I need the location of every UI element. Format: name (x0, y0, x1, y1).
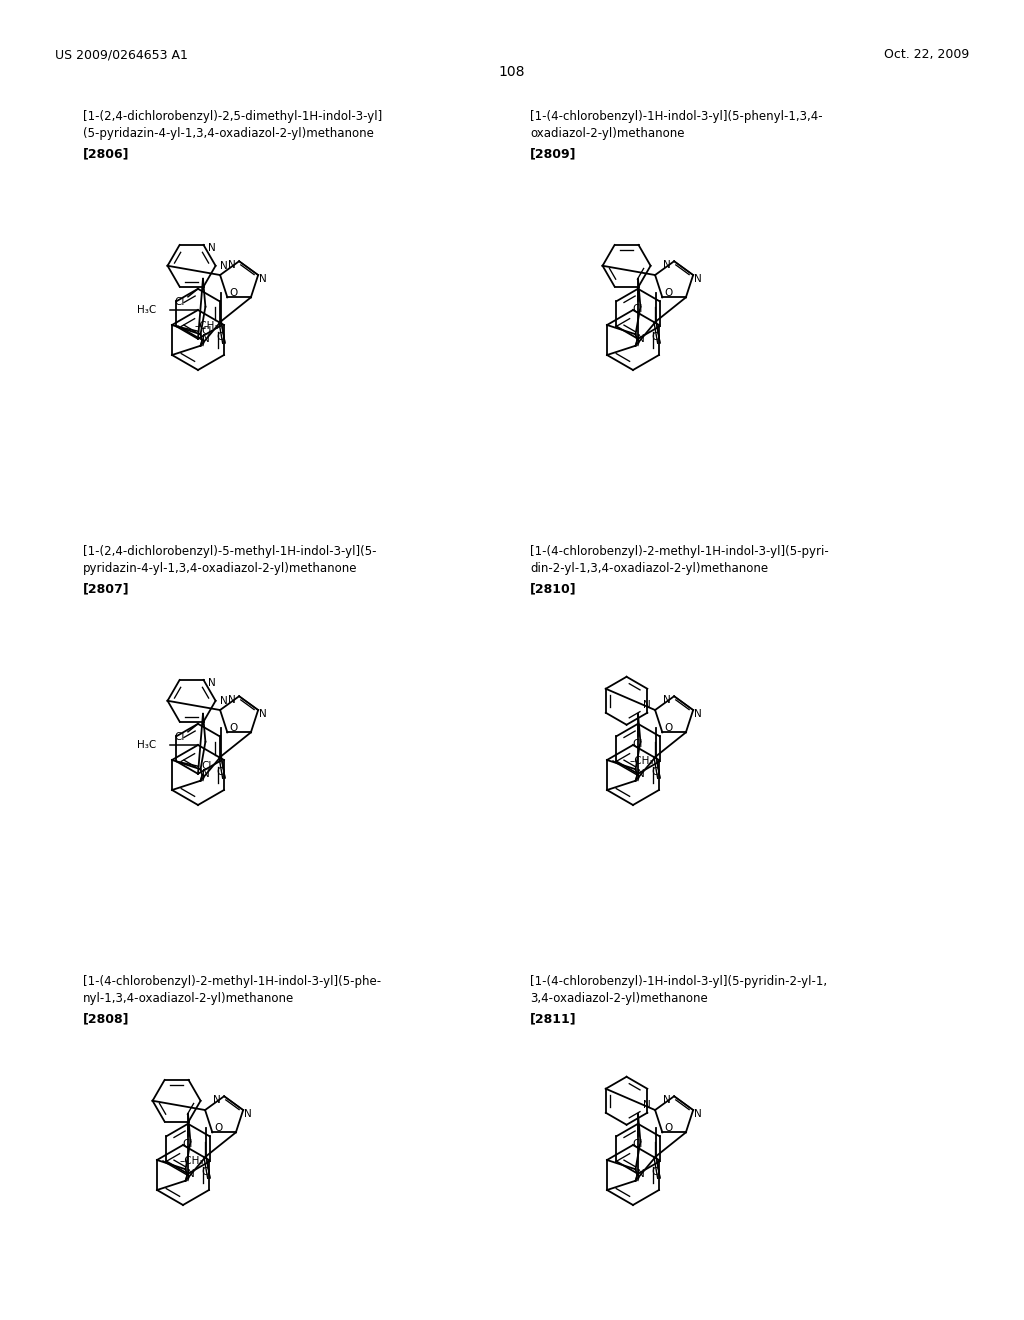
Text: nyl-1,3,4-oxadiazol-2-yl)methanone: nyl-1,3,4-oxadiazol-2-yl)methanone (83, 993, 294, 1005)
Text: N: N (637, 334, 644, 345)
Text: US 2009/0264653 A1: US 2009/0264653 A1 (55, 48, 187, 61)
Text: [1-(4-chlorobenzyl)-2-methyl-1H-indol-3-yl](5-phe-: [1-(4-chlorobenzyl)-2-methyl-1H-indol-3-… (83, 975, 381, 987)
Text: [2806]: [2806] (83, 147, 129, 160)
Text: –CH₃: –CH₃ (179, 1156, 204, 1166)
Text: N: N (643, 700, 651, 710)
Text: N: N (259, 275, 267, 284)
Text: [2809]: [2809] (530, 147, 577, 160)
Text: O: O (217, 767, 225, 777)
Text: O: O (202, 1167, 210, 1177)
Text: Cl: Cl (175, 731, 185, 742)
Text: Oct. 22, 2009: Oct. 22, 2009 (884, 48, 969, 61)
Text: N: N (664, 260, 671, 271)
Text: O: O (214, 1123, 222, 1134)
Text: Cl: Cl (175, 297, 185, 306)
Text: Cl: Cl (201, 326, 212, 337)
Text: N: N (694, 709, 702, 719)
Text: [1-(4-chlorobenzyl)-1H-indol-3-yl](5-phenyl-1,3,4-: [1-(4-chlorobenzyl)-1H-indol-3-yl](5-phe… (530, 110, 822, 123)
Text: O: O (665, 288, 673, 298)
Text: pyridazin-4-yl-1,3,4-oxadiazol-2-yl)methanone: pyridazin-4-yl-1,3,4-oxadiazol-2-yl)meth… (83, 562, 357, 576)
Text: [2811]: [2811] (530, 1012, 577, 1026)
Text: O: O (229, 723, 238, 734)
Text: O: O (652, 767, 660, 777)
Text: N: N (208, 243, 215, 253)
Text: [2808]: [2808] (83, 1012, 129, 1026)
Text: O: O (652, 1167, 660, 1177)
Text: N: N (208, 678, 215, 688)
Text: N: N (228, 260, 236, 271)
Text: N: N (664, 1096, 671, 1105)
Text: [1-(4-chlorobenzyl)-1H-indol-3-yl](5-pyridin-2-yl-1,: [1-(4-chlorobenzyl)-1H-indol-3-yl](5-pyr… (530, 975, 827, 987)
Text: 108: 108 (499, 65, 525, 79)
Text: –CH₃: –CH₃ (629, 756, 653, 766)
Text: Cl: Cl (633, 739, 643, 748)
Text: N: N (202, 334, 210, 345)
Text: [1-(2,4-dichlorobenzyl)-2,5-dimethyl-1H-indol-3-yl]: [1-(2,4-dichlorobenzyl)-2,5-dimethyl-1H-… (83, 110, 382, 123)
Text: O: O (665, 723, 673, 734)
Text: H₃C: H₃C (137, 741, 156, 750)
Text: N: N (202, 770, 210, 779)
Text: N: N (245, 1109, 252, 1119)
Text: N: N (637, 1170, 644, 1179)
Text: N: N (186, 1170, 195, 1179)
Text: Cl: Cl (633, 1139, 643, 1148)
Text: din-2-yl-1,3,4-oxadiazol-2-yl)methanone: din-2-yl-1,3,4-oxadiazol-2-yl)methanone (530, 562, 768, 576)
Text: Cl: Cl (201, 762, 212, 771)
Text: oxadiazol-2-yl)methanone: oxadiazol-2-yl)methanone (530, 127, 684, 140)
Text: N: N (259, 709, 267, 719)
Text: O: O (665, 1123, 673, 1134)
Text: [2807]: [2807] (83, 582, 130, 595)
Text: O: O (229, 288, 238, 298)
Text: [2810]: [2810] (530, 582, 577, 595)
Text: O: O (217, 331, 225, 342)
Text: N: N (637, 770, 644, 779)
Text: –CH₃: –CH₃ (194, 321, 218, 331)
Text: N: N (694, 1109, 702, 1119)
Text: O: O (652, 331, 660, 342)
Text: H₃C: H₃C (137, 305, 156, 315)
Text: (5-pyridazin-4-yl-1,3,4-oxadiazol-2-yl)methanone: (5-pyridazin-4-yl-1,3,4-oxadiazol-2-yl)m… (83, 127, 374, 140)
Text: Cl: Cl (183, 1139, 194, 1148)
Text: N: N (228, 696, 236, 705)
Text: 3,4-oxadiazol-2-yl)methanone: 3,4-oxadiazol-2-yl)methanone (530, 993, 708, 1005)
Text: N: N (220, 696, 227, 706)
Text: Cl: Cl (633, 304, 643, 314)
Text: N: N (220, 261, 227, 271)
Text: N: N (664, 696, 671, 705)
Text: N: N (694, 275, 702, 284)
Text: N: N (643, 1100, 651, 1110)
Text: [1-(2,4-dichlorobenzyl)-5-methyl-1H-indol-3-yl](5-: [1-(2,4-dichlorobenzyl)-5-methyl-1H-indo… (83, 545, 377, 558)
Text: N: N (213, 1096, 221, 1105)
Text: [1-(4-chlorobenzyl)-2-methyl-1H-indol-3-yl](5-pyri-: [1-(4-chlorobenzyl)-2-methyl-1H-indol-3-… (530, 545, 828, 558)
